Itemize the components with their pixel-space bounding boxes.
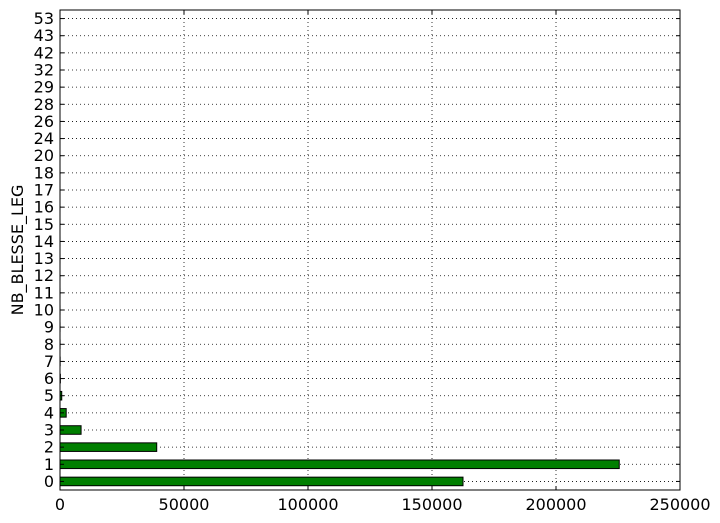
y-tick-label: 7: [44, 352, 54, 371]
y-tick-label: 3: [44, 421, 54, 440]
y-tick-label: 4: [44, 403, 54, 422]
y-tick-label: 29: [34, 78, 54, 97]
y-tick-label: 5: [44, 386, 54, 405]
x-tick-label: 200000: [525, 495, 586, 514]
y-tick-label: 42: [34, 43, 54, 62]
y-tick-label: 18: [34, 163, 54, 182]
y-tick-label: 12: [34, 266, 54, 285]
y-tick-label: 0: [44, 472, 54, 491]
y-tick-label: 10: [34, 301, 54, 320]
y-tick-label: 13: [34, 249, 54, 268]
y-tick-label: 1: [44, 455, 54, 474]
y-tick-label: 9: [44, 318, 54, 337]
bar: [59, 459, 620, 470]
y-tick-label: 20: [34, 146, 54, 165]
axis-ticks: [59, 10, 681, 490]
y-tick-label: 6: [44, 369, 54, 388]
y-tick-label: 24: [34, 129, 54, 148]
bars: [59, 13, 620, 487]
y-tick-label: 43: [34, 26, 54, 45]
y-tick-labels: 0123456789101112131415161718202426282932…: [34, 9, 54, 491]
plot-frame: [59, 9, 681, 491]
grid-lines: [60, 10, 680, 490]
y-tick-label: 11: [34, 283, 54, 302]
y-tick-label: 14: [34, 232, 54, 251]
y-tick-label: 16: [34, 198, 54, 217]
y-axis-label: NB_BLESSE_LEG: [8, 185, 28, 316]
y-tick-label: 26: [34, 112, 54, 131]
y-tick-label: 17: [34, 181, 54, 200]
x-tick-label: 150000: [401, 495, 462, 514]
y-tick-label: 53: [34, 9, 54, 28]
x-tick-label: 0: [55, 495, 65, 514]
x-tick-label: 250000: [649, 495, 710, 514]
y-tick-label: 32: [34, 61, 54, 80]
bar: [59, 476, 464, 487]
x-tick-labels: 0 50000 100000 150000 200000 250000: [55, 495, 711, 514]
x-tick-label: 100000: [277, 495, 338, 514]
bar: [59, 442, 158, 452]
y-tick-label: 2: [44, 438, 54, 457]
y-tick-label: 15: [34, 215, 54, 234]
y-tick-label: 8: [44, 335, 54, 354]
y-tick-label: 28: [34, 95, 54, 114]
x-tick-label: 50000: [159, 495, 210, 514]
